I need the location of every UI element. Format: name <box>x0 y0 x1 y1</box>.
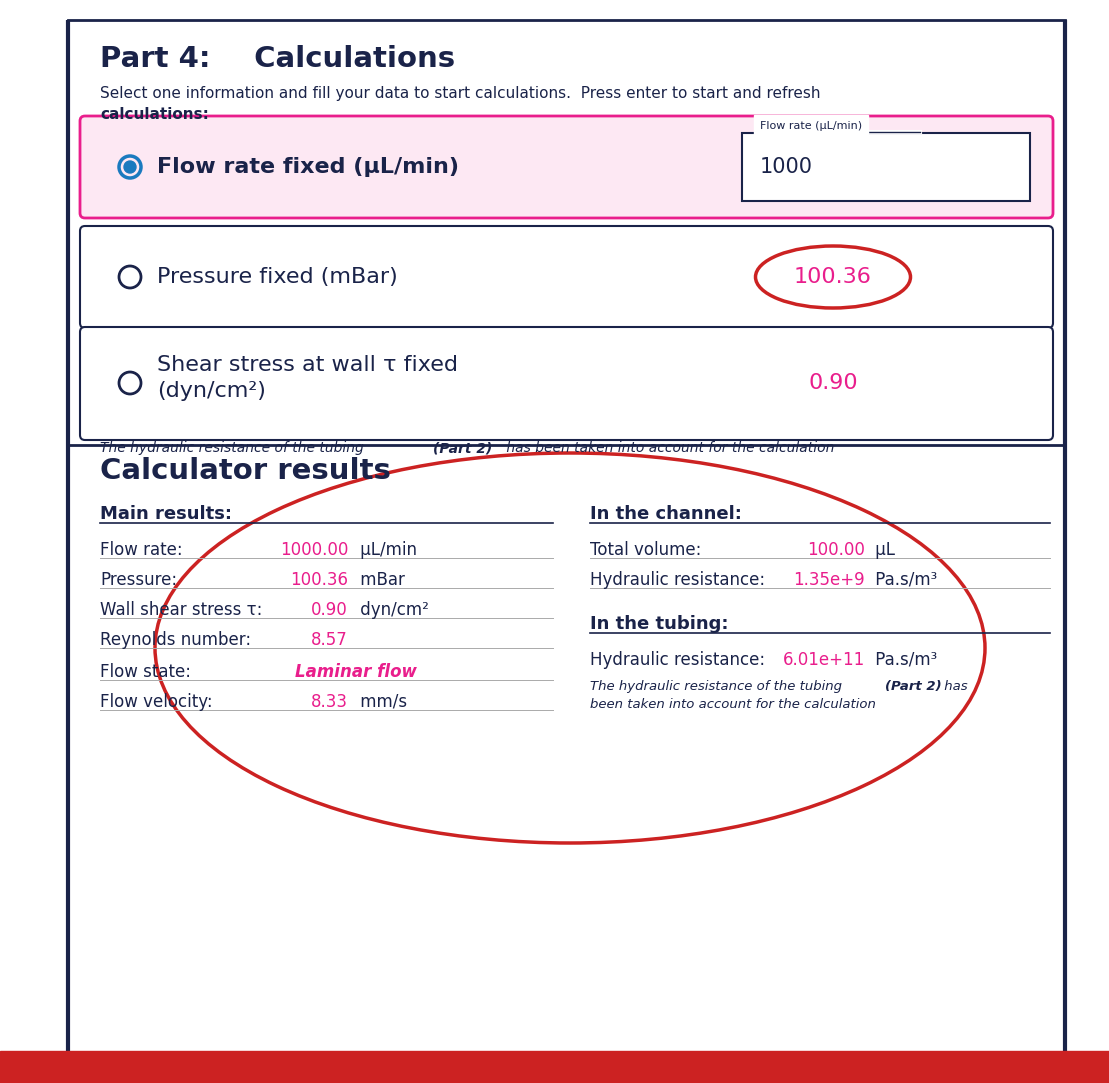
Text: 100.36: 100.36 <box>289 571 348 589</box>
Text: 8.57: 8.57 <box>312 631 348 649</box>
Text: Main results:: Main results: <box>100 505 232 523</box>
Text: calculations:: calculations: <box>100 107 208 122</box>
Text: 6.01e+11: 6.01e+11 <box>783 651 865 669</box>
Text: been taken into account for the calculation: been taken into account for the calculat… <box>590 699 876 712</box>
Text: 0.90: 0.90 <box>808 373 858 393</box>
Text: 1000.00: 1000.00 <box>279 542 348 559</box>
Text: Hydraulic resistance:: Hydraulic resistance: <box>590 651 765 669</box>
Bar <box>0 1051 1109 1083</box>
Text: 1.35e+9: 1.35e+9 <box>793 571 865 589</box>
Text: μL/min: μL/min <box>355 542 417 559</box>
Text: Flow velocity:: Flow velocity: <box>100 693 213 712</box>
Text: In the channel:: In the channel: <box>590 505 742 523</box>
Text: mm/s: mm/s <box>355 693 407 712</box>
Text: Total volume:: Total volume: <box>590 542 701 559</box>
FancyBboxPatch shape <box>80 226 1054 328</box>
Text: μL: μL <box>869 542 895 559</box>
Text: Flow rate (μL/min): Flow rate (μL/min) <box>760 121 862 131</box>
FancyBboxPatch shape <box>80 327 1054 440</box>
Text: Laminar flow: Laminar flow <box>295 663 417 681</box>
Text: (Part 2): (Part 2) <box>885 680 942 693</box>
Text: Reynolds number:: Reynolds number: <box>100 631 251 649</box>
Circle shape <box>124 161 136 173</box>
Text: The hydraulic resistance of the tubing: The hydraulic resistance of the tubing <box>590 680 846 693</box>
Text: Select one information and fill your data to start calculations.  Press enter to: Select one information and fill your dat… <box>100 86 821 101</box>
Text: 0.90: 0.90 <box>312 601 348 619</box>
Text: Hydraulic resistance:: Hydraulic resistance: <box>590 571 765 589</box>
Text: 8.33: 8.33 <box>311 693 348 712</box>
Text: The hydraulic resistance of the tubing: The hydraulic resistance of the tubing <box>100 441 368 455</box>
Text: Pa.s/m³: Pa.s/m³ <box>869 651 937 669</box>
Text: Calculator results: Calculator results <box>100 457 390 485</box>
Text: 100.36: 100.36 <box>794 268 872 287</box>
Text: 1000: 1000 <box>760 157 813 177</box>
Text: Flow rate:: Flow rate: <box>100 542 183 559</box>
Text: In the tubing:: In the tubing: <box>590 615 729 632</box>
Text: Pressure:: Pressure: <box>100 571 177 589</box>
Text: Part 4:: Part 4: <box>100 45 211 73</box>
Text: (dyn/cm²): (dyn/cm²) <box>157 381 266 401</box>
Text: Wall shear stress τ:: Wall shear stress τ: <box>100 601 263 619</box>
Text: Pressure fixed (mBar): Pressure fixed (mBar) <box>157 268 398 287</box>
FancyBboxPatch shape <box>80 116 1054 218</box>
Text: dyn/cm²: dyn/cm² <box>355 601 429 619</box>
Text: has: has <box>940 680 968 693</box>
Text: Calculations: Calculations <box>244 45 455 73</box>
Text: Pa.s/m³: Pa.s/m³ <box>869 571 937 589</box>
Text: 100.00: 100.00 <box>807 542 865 559</box>
Text: (Part 2): (Part 2) <box>433 441 492 455</box>
Text: has been taken into account for the calculation: has been taken into account for the calc… <box>502 441 834 455</box>
Text: Flow rate fixed (μL/min): Flow rate fixed (μL/min) <box>157 157 459 177</box>
Text: mBar: mBar <box>355 571 405 589</box>
Text: Flow state:: Flow state: <box>100 663 191 681</box>
Text: Shear stress at wall τ fixed: Shear stress at wall τ fixed <box>157 355 458 375</box>
FancyBboxPatch shape <box>742 133 1030 201</box>
